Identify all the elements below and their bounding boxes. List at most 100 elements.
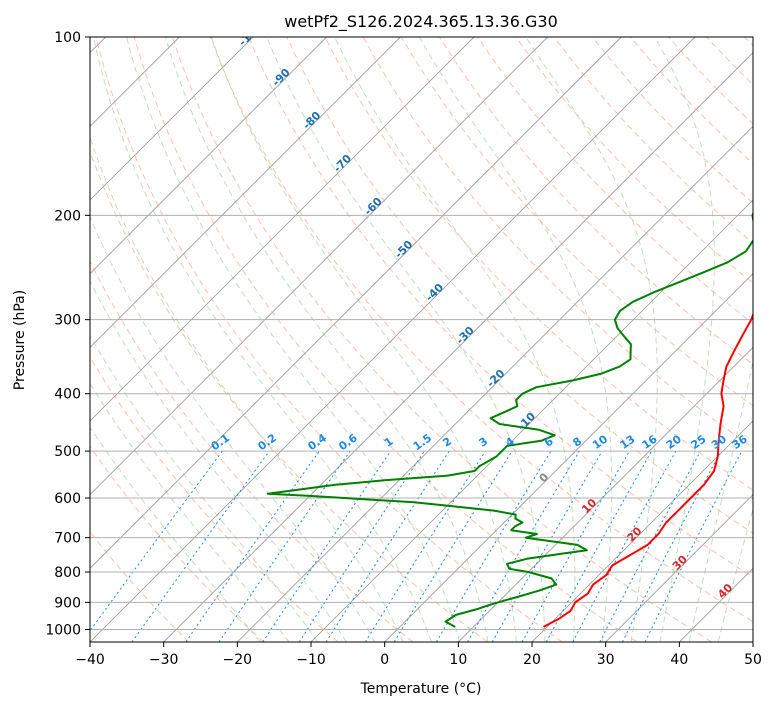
isotherm-line bbox=[90, 37, 475, 422]
mixing-ratio-label: 6 bbox=[542, 435, 556, 450]
moist-adiabat-line bbox=[654, 37, 715, 642]
y-tick-label: 700 bbox=[54, 531, 81, 547]
isotherm-line bbox=[531, 420, 753, 642]
y-tick-label: 300 bbox=[54, 313, 81, 329]
y-tick-label: 200 bbox=[54, 208, 81, 224]
isotherm-line bbox=[90, 37, 696, 642]
temperature-label: -80 bbox=[300, 109, 323, 132]
mixing-ratio-label: 0.1 bbox=[209, 431, 232, 453]
profile-lines bbox=[266, 211, 753, 628]
isotherm-line bbox=[384, 273, 753, 642]
dry-adiabat-line bbox=[210, 37, 753, 623]
mixing-ratio-line bbox=[644, 450, 743, 642]
x-tick-label: 10 bbox=[449, 652, 467, 668]
mixing-ratio-label: 36 bbox=[730, 432, 750, 452]
y-tick-label: 800 bbox=[54, 565, 81, 581]
x-tick-label: 30 bbox=[597, 652, 615, 668]
dry-adiabat-line bbox=[248, 37, 753, 578]
dry-adiabat-line bbox=[171, 37, 712, 642]
temperature-label: -90 bbox=[270, 66, 293, 89]
dry-adiabat-line bbox=[90, 150, 488, 642]
dry-adiabat-line bbox=[95, 37, 563, 642]
mixing-ratio-label: 0.4 bbox=[306, 431, 330, 453]
x-tick-label: −40 bbox=[75, 652, 105, 668]
mixing-ratio-label: 10 bbox=[590, 432, 610, 452]
mixing-ratio-label: 25 bbox=[689, 433, 709, 452]
temperature-label: -70 bbox=[331, 152, 354, 175]
x-tick-label: 0 bbox=[380, 652, 389, 668]
temperature-label: 10 bbox=[579, 496, 599, 516]
moist-adiabat-line bbox=[164, 37, 489, 642]
dry-adiabat-line bbox=[90, 445, 264, 642]
moist-adiabat-line bbox=[418, 37, 613, 642]
y-tick-label: 900 bbox=[54, 595, 81, 611]
mixing-ratio-label: 30 bbox=[709, 432, 729, 452]
moist-adiabat-line bbox=[210, 37, 517, 642]
plot-frame bbox=[89, 36, 754, 643]
y-tick-label: 500 bbox=[54, 444, 81, 460]
dry-adiabat-lines bbox=[90, 37, 753, 642]
moist-adiabat-line bbox=[90, 426, 261, 642]
mixing-ratio-line bbox=[467, 450, 580, 642]
moist-adiabat-lines bbox=[90, 37, 753, 642]
mixing-ratio-line bbox=[393, 450, 513, 642]
isotherm-line bbox=[90, 37, 254, 201]
mixing-ratio-line bbox=[521, 450, 630, 642]
mixing-ratio-line bbox=[90, 450, 223, 632]
temperature-label: 40 bbox=[715, 581, 735, 601]
mixing-ratio-label: 8 bbox=[571, 435, 585, 450]
y-axis-ticks: 100 200 300 400 500 600 700 800 900 1000 bbox=[45, 30, 90, 638]
temperature-profile-line bbox=[543, 312, 753, 628]
temperature-label: -20 bbox=[484, 367, 507, 390]
moist-adiabat-line bbox=[90, 215, 376, 642]
mixing-ratio-line bbox=[298, 450, 425, 642]
y-tick-label: 600 bbox=[54, 491, 81, 507]
isotherm-lines bbox=[90, 37, 753, 642]
mixing-ratio-lines bbox=[90, 450, 743, 642]
dry-adiabat-line bbox=[286, 37, 753, 534]
x-axis-ticks: −40 −30 −20 −10 0 10 20 30 40 50 bbox=[75, 642, 762, 668]
mixing-ratio-line bbox=[262, 450, 392, 642]
isotherm-line bbox=[679, 567, 753, 642]
dry-adiabat-line bbox=[591, 37, 753, 204]
isotherm-line bbox=[90, 37, 548, 496]
y-axis-label: Pressure (hPa) bbox=[12, 290, 28, 390]
isotherm-line bbox=[237, 125, 753, 642]
mixing-ratio-line bbox=[599, 450, 701, 642]
mixing-ratio-line bbox=[491, 450, 603, 642]
mixing-ratio-line bbox=[325, 450, 450, 642]
moist-adiabat-line bbox=[717, 506, 753, 642]
moist-adiabat-line bbox=[688, 358, 753, 642]
isotherm-line bbox=[163, 52, 753, 642]
reference-line-labels: 0.1 0.2 0.4 0.6 1 1.5 2 3 4 6 8 10 13 16 20 25 30 36-100-… bbox=[209, 37, 750, 601]
moist-adiabat-line bbox=[90, 382, 290, 642]
dry-adiabat-line bbox=[133, 37, 638, 642]
isotherm-line bbox=[752, 641, 753, 642]
isotherm-line bbox=[90, 37, 622, 569]
mixing-ratio-label: 0.2 bbox=[256, 431, 279, 453]
mixing-ratio-line bbox=[621, 450, 722, 642]
mixing-ratio-label: 0.6 bbox=[336, 431, 360, 453]
dewpoint-profile-line bbox=[266, 211, 753, 628]
y-tick-label: 1000 bbox=[45, 622, 81, 638]
moist-adiabat-line bbox=[525, 37, 658, 642]
moist-adiabat-line bbox=[90, 135, 404, 642]
x-tick-label: 20 bbox=[523, 652, 541, 668]
dry-adiabat-line bbox=[515, 37, 753, 284]
mixing-ratio-label: 20 bbox=[664, 432, 684, 452]
mixing-ratio-label: 1.5 bbox=[411, 431, 434, 453]
moist-adiabat-line bbox=[266, 37, 546, 642]
temperature-label: 20 bbox=[625, 524, 645, 544]
isotherm-line bbox=[310, 199, 753, 642]
mixing-ratio-label: 1 bbox=[382, 435, 396, 450]
dry-adiabat-line bbox=[90, 259, 414, 642]
dry-adiabat-line bbox=[324, 37, 753, 491]
mixing-ratio-line bbox=[364, 450, 486, 642]
mixing-ratio-label: 16 bbox=[640, 432, 660, 452]
mixing-ratio-line bbox=[218, 450, 351, 642]
isotherm-line bbox=[90, 37, 327, 275]
x-tick-label: −20 bbox=[223, 652, 253, 668]
y-tick-label: 100 bbox=[54, 30, 81, 46]
x-tick-label: 40 bbox=[670, 652, 688, 668]
